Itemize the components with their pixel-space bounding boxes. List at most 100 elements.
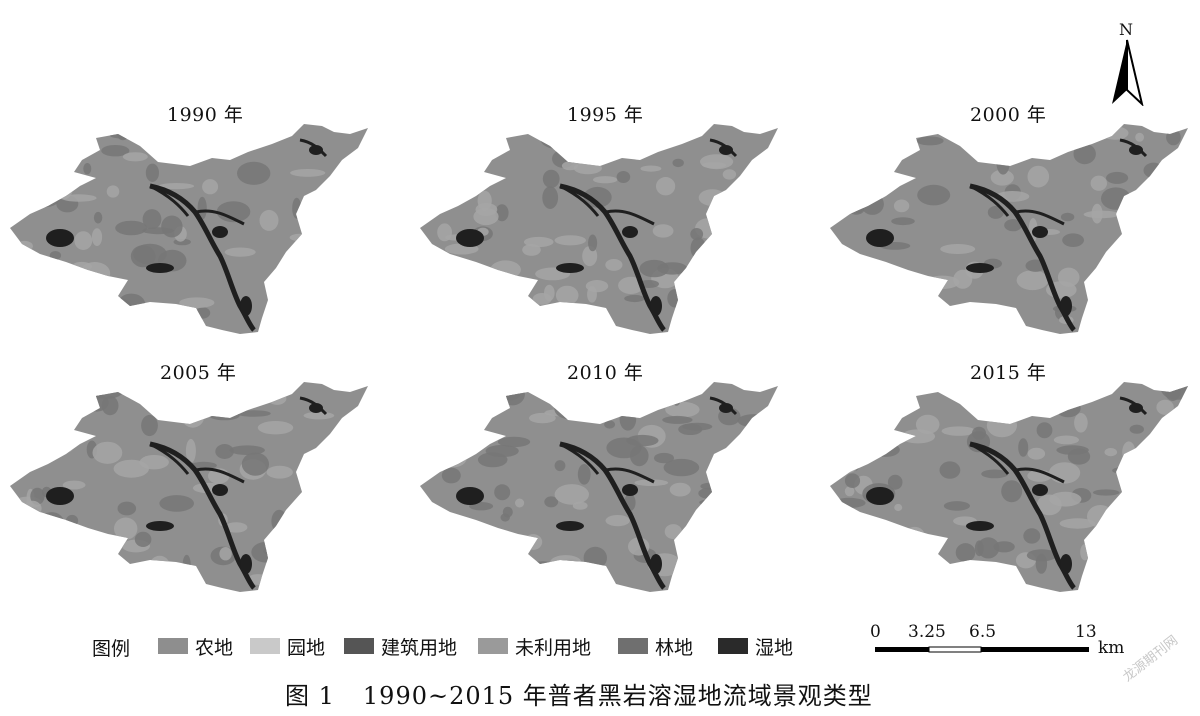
landcover-patch <box>1135 132 1144 142</box>
landcover-patch <box>216 201 251 223</box>
landcover-patch <box>47 443 73 454</box>
landcover-patch <box>634 479 669 486</box>
landcover-patch <box>200 394 228 415</box>
wetland-patch <box>622 226 638 238</box>
landcover-patch <box>280 281 291 296</box>
legend-swatch <box>718 638 748 654</box>
landcover-patch <box>1001 480 1023 503</box>
landcover-patch <box>434 167 453 183</box>
landcover-patch <box>1062 233 1084 247</box>
landcover-patch <box>283 262 308 277</box>
landcover-patch <box>1122 441 1136 463</box>
landcover-patch <box>1023 528 1041 544</box>
landcover-patch <box>485 444 519 458</box>
landcover-patch <box>263 546 297 557</box>
landcover-patch <box>887 298 901 314</box>
landcover-patch <box>1139 289 1167 300</box>
landcover-patch <box>654 452 674 464</box>
landcover-patch <box>1080 544 1090 561</box>
landcover-patch <box>92 441 123 464</box>
landcover-patch <box>29 430 38 454</box>
landcover-patch <box>83 163 92 175</box>
landcover-patch <box>593 176 618 184</box>
landcover-patch <box>887 474 903 490</box>
map-panel-2010: 2010 年 <box>410 358 790 608</box>
wetland-patch <box>146 263 174 273</box>
landcover-patch <box>1018 438 1029 457</box>
landcover-patch <box>691 517 725 525</box>
landcover-patch <box>442 182 461 199</box>
landcover-patch <box>1101 187 1131 210</box>
landcover-patch <box>542 186 559 210</box>
watershed-map-0 <box>10 124 368 334</box>
map-title: 1995 年 <box>567 104 644 126</box>
landcover-patch <box>294 556 318 573</box>
landcover-patch <box>1129 470 1144 478</box>
landcover-patch <box>93 317 127 332</box>
landcover-patch <box>755 577 775 588</box>
landcover-patch <box>583 186 612 208</box>
landcover-patch <box>588 234 598 252</box>
landcover-patch <box>843 157 879 172</box>
landcover-patch <box>988 393 1005 409</box>
landcover-patch <box>39 161 59 169</box>
landcover-patch <box>321 224 347 238</box>
landcover-patch <box>1027 447 1046 460</box>
landcover-patch <box>709 217 726 228</box>
scale-bar-graphic <box>875 646 1089 653</box>
landcover-patch <box>1091 203 1103 224</box>
scale-unit: km <box>1098 638 1125 658</box>
landcover-patch <box>605 515 630 527</box>
landcover-patch <box>51 312 71 322</box>
map-title: 2015 年 <box>970 362 1047 384</box>
landcover-patch <box>326 278 362 299</box>
landcover-patch <box>943 501 970 511</box>
landcover-patch <box>190 461 217 470</box>
landcover-patch <box>619 407 637 431</box>
landcover-patch <box>616 171 631 183</box>
landcover-patch <box>259 209 279 231</box>
landcover-patch <box>1146 493 1174 503</box>
landcover-patch <box>830 450 861 474</box>
landcover-patch <box>986 413 1017 438</box>
wetland-patch <box>866 487 894 505</box>
landcover-patch <box>1104 448 1118 457</box>
landcover-patch <box>182 554 191 576</box>
landcover-patch <box>1157 164 1177 186</box>
scale-tick-label: 0 <box>870 622 881 642</box>
landcover-patch <box>690 237 706 259</box>
landcover-patch <box>290 169 326 177</box>
legend-item-garden: 园地 <box>250 634 325 659</box>
landcover-patch <box>1090 175 1107 191</box>
landcover-patch <box>495 204 509 222</box>
landcover-patch <box>967 311 995 328</box>
landcover-patch <box>152 131 188 146</box>
landcover-patch <box>1131 296 1147 317</box>
wetland-patch <box>650 554 662 574</box>
landcover-patch <box>289 233 310 242</box>
legend-swatch <box>618 638 648 654</box>
landcover-patch <box>555 285 579 305</box>
landcover-patch <box>438 450 467 468</box>
landcover-patch <box>1101 126 1129 140</box>
landcover-patch <box>159 495 194 512</box>
landcover-patch <box>1036 422 1053 439</box>
landcover-patch <box>722 554 743 576</box>
landcover-patch <box>134 531 152 547</box>
landcover-patch <box>475 203 498 216</box>
landcover-patch <box>1155 306 1188 325</box>
landcover-patch <box>181 404 205 428</box>
landcover-patch <box>145 163 159 182</box>
watershed-outline <box>10 124 368 334</box>
landcover-patch <box>664 524 682 540</box>
landcover-patch <box>1143 162 1164 179</box>
watershed-outline <box>10 382 368 592</box>
landcover-patch <box>874 267 885 283</box>
landcover-patch <box>184 383 195 403</box>
watershed-map-4 <box>420 382 778 592</box>
landcover-patch <box>605 259 623 271</box>
landcover-patch <box>544 496 559 508</box>
legend-label: 湿地 <box>755 636 794 659</box>
landcover-patch <box>161 215 183 238</box>
landcover-patch <box>713 274 734 281</box>
